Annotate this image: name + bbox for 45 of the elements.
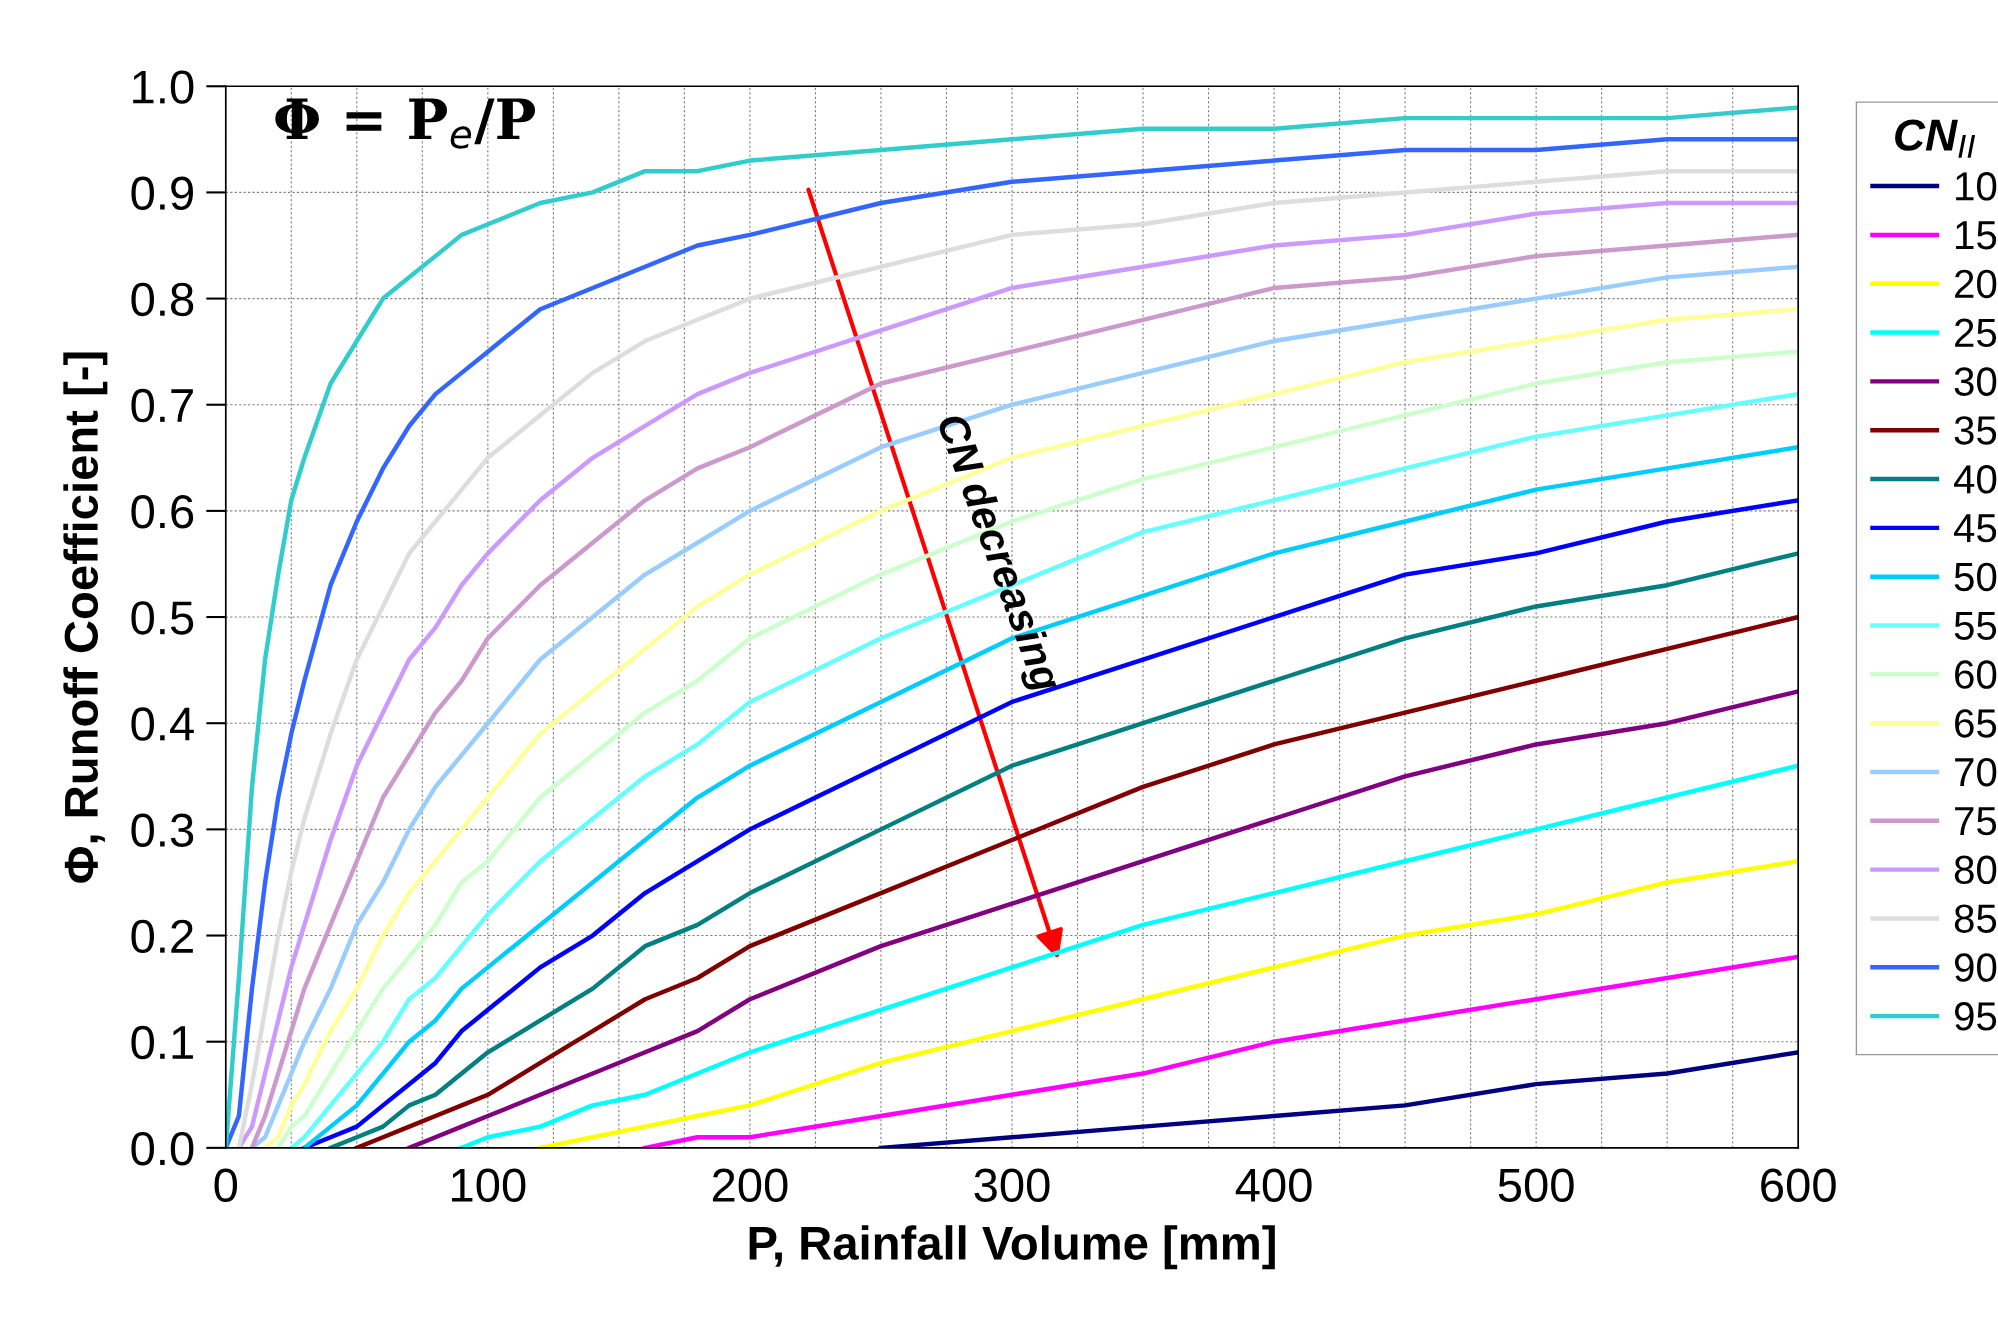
x-tick-label: 400 xyxy=(1235,1168,1312,1202)
y-tick-label: 0.0 xyxy=(131,1131,194,1166)
x-tick-label: 300 xyxy=(974,1168,1050,1202)
legend-label: 65 xyxy=(1955,709,1997,738)
y-tick-label: 0.8 xyxy=(131,282,194,317)
legend-title: CN$_{II}$ xyxy=(1895,119,1976,158)
y-tick-label: 1.0 xyxy=(133,70,194,104)
legend-label: 45 xyxy=(1953,514,1997,543)
x-tick-label: 0 xyxy=(214,1168,238,1202)
legend-label: 95 xyxy=(1954,1002,1997,1031)
y-tick-label: 0.4 xyxy=(131,707,194,741)
legend-label: 80 xyxy=(1954,855,1997,885)
legend-label: 70 xyxy=(1955,757,1997,787)
y-tick-label: 0.6 xyxy=(131,495,194,529)
y-tick-label: 0.5 xyxy=(131,601,194,635)
legend-label: 40 xyxy=(1953,465,1997,494)
legend-label: 20 xyxy=(1955,269,1997,299)
legend-label: 75 xyxy=(1955,807,1997,836)
x-tick-label: 600 xyxy=(1761,1168,1836,1202)
legend-label: 30 xyxy=(1954,367,1997,396)
line-series xyxy=(878,1050,1799,1148)
line-series xyxy=(538,859,1799,1148)
legend-label: 25 xyxy=(1955,318,1997,348)
y-tick-label: 0.1 xyxy=(131,1025,193,1060)
line-series xyxy=(642,954,1799,1148)
y-tick-label: 0.3 xyxy=(131,813,194,847)
line-series xyxy=(459,763,1799,1148)
x-axis-title: P, Rainfall Volume [mm] xyxy=(749,1225,1275,1270)
x-tick-label: 200 xyxy=(712,1168,788,1202)
y-tick-label: 0.9 xyxy=(131,176,193,210)
legend-label: 85 xyxy=(1954,904,1997,933)
x-tick-label: 500 xyxy=(1498,1168,1574,1202)
legend-label: 50 xyxy=(1954,562,1997,592)
x-tick-label: 100 xyxy=(452,1168,526,1202)
legend-label: 35 xyxy=(1954,416,1997,445)
y-axis-title: Φ, Runoff Coefficient [-] xyxy=(63,352,108,883)
legend-label: 10 xyxy=(1956,172,1997,201)
y-tick-label: 0.2 xyxy=(131,919,193,954)
legend-label: 60 xyxy=(1955,660,1997,689)
legend-label: 90 xyxy=(1954,953,1997,982)
line-series xyxy=(407,689,1799,1148)
legend-label: 55 xyxy=(1954,611,1997,640)
annotation: Φ = P$_{e}$/P xyxy=(275,98,536,149)
legend-label: 15 xyxy=(1956,221,1997,250)
y-tick-label: 0.7 xyxy=(131,388,193,423)
